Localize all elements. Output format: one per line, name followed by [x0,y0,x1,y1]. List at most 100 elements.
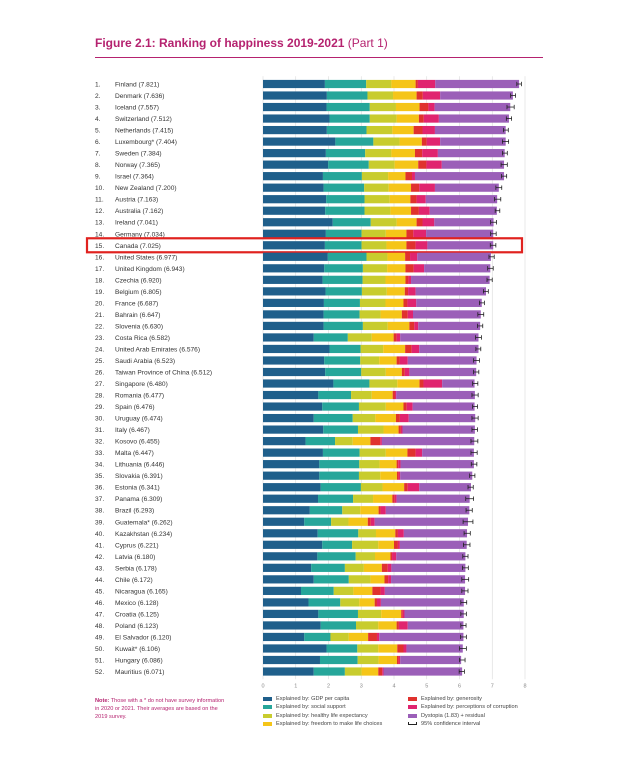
bar-segment-dystopia [412,402,475,411]
bar-segment-health [368,160,395,169]
bar-segment-freedom [385,229,407,238]
bar-segment-generosity [406,229,414,238]
bar-segment-corruption [396,333,401,342]
bar-segment-generosity [401,609,403,619]
bar-segment-dystopia [434,218,494,227]
bar-segment-freedom [383,425,399,434]
bar-segment-corruption [413,229,427,238]
bar-segment-generosity [410,195,417,204]
bar-segment-health [370,218,397,227]
bar-segment-corruption [387,563,392,572]
bar-segment-corruption [397,529,404,538]
bar-segment-gdp [263,333,314,342]
rank-number: 32. [95,439,104,446]
legend-item-generosity: Explained by: generosity [408,696,482,702]
legend-swatch [408,713,417,718]
bar-segment-health [348,575,371,584]
bar-segment-corruption [399,413,409,423]
bar-segment-dystopia [426,229,494,238]
bar-segment-dystopia [414,172,505,181]
bar-segment-dystopia [396,552,466,561]
bar-segment-generosity [401,367,405,377]
rank-number: 9. [95,174,101,181]
rank-number: 15. [95,243,104,250]
bar-segment-corruption [416,195,426,204]
country-label: Denmark (7.636) [115,93,164,100]
bar-segment-generosity [405,172,413,181]
bar-segment-generosity [405,264,414,273]
bar-segment-corruption [422,149,438,158]
legend-label: Explained by: social support [276,704,346,711]
bar-segment-social [322,275,363,284]
rank-number: 27. [95,381,104,388]
country-label: New Zealand (7.200) [115,185,177,192]
bar-segment-gdp [263,586,301,595]
legend-swatch [263,697,272,701]
legend-label: Explained by: GDP per capita [276,696,350,702]
bar-segment-generosity [378,506,381,515]
bar-segment-gdp [263,321,324,331]
bar-segment-health [356,621,379,630]
footnote-text: Those with a * do not have survey inform… [95,698,225,720]
bar-segment-freedom [375,552,391,561]
bar-segment-health [361,229,386,238]
bar-segment-dystopia [384,586,466,595]
bar-segment-health [366,252,388,261]
legend-swatch [408,697,417,701]
bar-segment-gdp [263,275,323,284]
bar-segment-dystopia [434,183,499,192]
bar-segment-corruption [426,137,441,146]
bar-segment-social [322,402,359,411]
bar-segment-social [326,91,368,100]
bar-segment-freedom [381,609,402,619]
country-label: Costa Rica (6.582) [115,335,170,342]
bar-segment-dystopia [437,149,505,158]
rank-number: 14. [95,231,104,238]
bar-segment-generosity [381,563,388,572]
country-label: Nicaragua (6.165) [115,588,168,595]
bar-segment-social [325,149,366,158]
bar-segment-social [313,575,349,584]
country-label: Luxembourg* (7.404) [115,139,177,146]
bar-segment-social [320,621,357,630]
bar-segment-corruption [413,264,425,273]
bar-segment-corruption [426,160,442,169]
bar-segment-corruption [392,552,397,561]
rank-number: 37. [95,496,104,503]
country-label: Uruguay (6.474) [115,416,163,423]
rank-number: 16. [95,254,104,261]
bar-segment-gdp [263,356,325,365]
bar-segment-freedom [385,275,406,284]
bar-segment-generosity [370,437,381,446]
rank-number: 6. [95,139,101,146]
rank-number: 26. [95,370,104,377]
bar-segment-corruption [376,598,381,607]
bar-segment-gdp [263,264,325,273]
country-label: Panama (6.309) [115,496,162,503]
bar-segment-corruption [407,483,420,492]
bar-segment-freedom [395,102,420,112]
bar-segment-freedom [359,598,375,607]
rank-number: 24. [95,346,104,353]
bar-segment-corruption [382,667,384,676]
footnote: Note: Those with a * do not have survey … [95,697,230,721]
bar-segment-gdp [263,183,324,192]
country-label: Spain (6.476) [115,404,155,411]
bar-segment-social [325,287,362,296]
rank-number: 52. [95,669,104,676]
bar-segment-health [342,506,361,515]
bar-segment-health [369,114,397,123]
bar-segment-freedom [397,379,420,388]
legend-label: Explained by: healthy life expectancy [276,712,368,719]
legend-item-ci: 95% confidence interval [408,721,480,727]
rank-number: 4. [95,116,101,123]
legend-swatch [263,705,272,710]
figure-title-part: (Part 1) [347,36,388,50]
country-label: Kuwait* (6.106) [115,646,160,653]
bar-segment-health [351,390,372,400]
rank-number: 34. [95,462,104,469]
bar-segment-social [322,172,362,181]
country-label: Estonia (6.341) [115,485,160,492]
rank-number: 36. [95,485,104,492]
rank-number: 31. [95,427,104,434]
